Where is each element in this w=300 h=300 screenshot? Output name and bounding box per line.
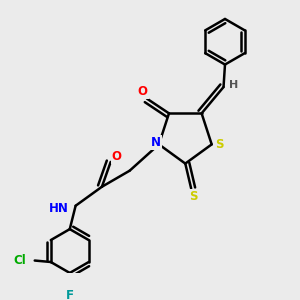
Text: S: S bbox=[189, 190, 198, 203]
Text: O: O bbox=[138, 85, 148, 98]
Text: O: O bbox=[112, 150, 122, 163]
Text: F: F bbox=[66, 289, 74, 300]
Text: N: N bbox=[151, 136, 161, 149]
Text: Cl: Cl bbox=[13, 254, 26, 267]
Text: S: S bbox=[215, 138, 223, 151]
Text: H: H bbox=[229, 80, 239, 90]
Text: HN: HN bbox=[48, 202, 68, 214]
